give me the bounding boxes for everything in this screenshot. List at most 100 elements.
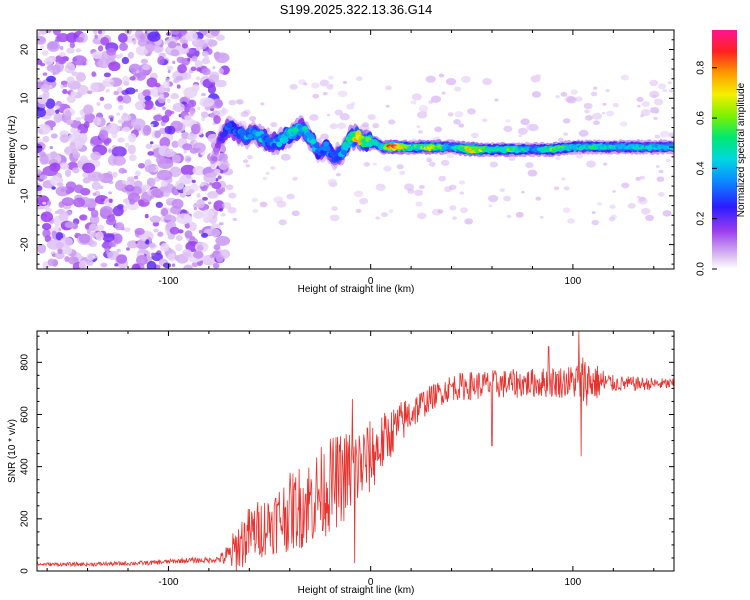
noise-blob: [597, 202, 602, 206]
noise-blob: [125, 87, 136, 95]
noise-blob: [135, 88, 138, 92]
noise-blob: [144, 213, 149, 219]
noise-blob: [434, 126, 443, 133]
noise-blob: [174, 243, 183, 252]
noise-blob: [100, 37, 110, 46]
noise-blob: [659, 130, 670, 138]
heatmap-y-tick-label: -20: [20, 237, 31, 252]
noise-blob: [200, 111, 209, 118]
noise-blob: [49, 146, 53, 150]
noise-blob: [518, 134, 523, 138]
noise-blob: [165, 77, 170, 82]
noise-blob: [47, 258, 55, 267]
noise-blob: [649, 90, 660, 99]
noise-blob: [161, 115, 170, 123]
noise-blob: [117, 119, 125, 124]
snr-series-line: [37, 331, 674, 571]
noise-blob: [416, 212, 427, 220]
noise-blob: [167, 69, 171, 74]
noise-blob: [167, 65, 174, 71]
noise-blob: [119, 42, 128, 51]
noise-blob: [449, 184, 457, 190]
noise-blob: [168, 41, 177, 49]
noise-blob: [47, 200, 52, 206]
noise-blob: [665, 158, 671, 163]
noise-blob: [517, 127, 528, 135]
ridge-cell: [332, 150, 339, 156]
noise-blob: [197, 106, 201, 111]
noise-blob: [71, 147, 78, 156]
noise-blob: [118, 167, 127, 174]
noise-blob: [185, 31, 198, 42]
noise-blob: [54, 224, 60, 231]
noise-blob: [183, 87, 198, 99]
noise-blob: [133, 175, 139, 180]
noise-blob: [567, 218, 575, 224]
noise-blob: [201, 50, 209, 57]
noise-blob: [82, 177, 91, 184]
noise-blob: [118, 104, 124, 111]
noise-blob: [98, 129, 109, 141]
noise-blob: [148, 242, 156, 248]
noise-blob: [127, 192, 141, 203]
noise-blob: [447, 112, 454, 117]
noise-blob: [605, 89, 610, 93]
noise-blob: [200, 232, 209, 238]
snr-y-tick-label: 800: [20, 354, 31, 371]
noise-blob: [41, 223, 52, 231]
noise-blob: [124, 142, 130, 148]
noise-blob: [46, 111, 52, 116]
noise-blob: [223, 168, 234, 176]
noise-blob: [428, 100, 434, 104]
noise-blob: [73, 197, 86, 208]
noise-blob: [292, 176, 298, 181]
noise-blob: [191, 179, 196, 183]
noise-blob: [191, 55, 198, 62]
noise-blob: [467, 108, 476, 115]
noise-blob: [37, 36, 47, 45]
noise-blob: [87, 171, 104, 182]
noise-blob: [375, 216, 381, 220]
noise-blob: [440, 159, 450, 166]
noise-blob: [331, 206, 338, 211]
noise-blob: [612, 102, 619, 108]
noise-blob: [608, 216, 616, 222]
noise-blob: [247, 155, 253, 160]
noise-blob: [557, 137, 564, 142]
snr-frame: [36, 330, 675, 572]
noise-blob: [160, 180, 168, 187]
noise-blob: [416, 125, 421, 129]
noise-blob: [160, 207, 169, 217]
noise-blob: [251, 197, 258, 203]
snr-y-tick-label: 200: [20, 510, 31, 527]
noise-blob: [86, 228, 92, 233]
ridge-cell: [344, 142, 351, 149]
noise-blob: [358, 197, 369, 205]
noise-blob: [180, 164, 196, 176]
noise-blob: [356, 76, 363, 81]
noise-blob: [157, 55, 165, 65]
noise-blob: [177, 64, 187, 74]
noise-blob: [162, 191, 170, 197]
noise-blob: [83, 121, 90, 129]
noise-blob: [207, 39, 218, 47]
colorbar-tick-label: 0.8: [696, 60, 707, 74]
noise-blob: [129, 76, 136, 81]
heatmap-x-tick-label: 0: [368, 276, 374, 287]
noise-blob: [108, 198, 113, 204]
noise-blob: [372, 162, 377, 166]
noise-blob: [410, 100, 417, 105]
noise-blob: [66, 94, 76, 104]
noise-blob: [207, 201, 212, 205]
noise-blob: [363, 162, 371, 167]
noise-blob: [145, 239, 150, 244]
noise-blob: [152, 106, 157, 110]
noise-blob: [171, 198, 184, 209]
noise-blob: [487, 194, 499, 203]
noise-blob: [75, 36, 84, 43]
colorbar-tick-label: 0.4: [696, 161, 707, 175]
noise-blob: [459, 191, 465, 195]
noise-blob: [121, 113, 132, 122]
